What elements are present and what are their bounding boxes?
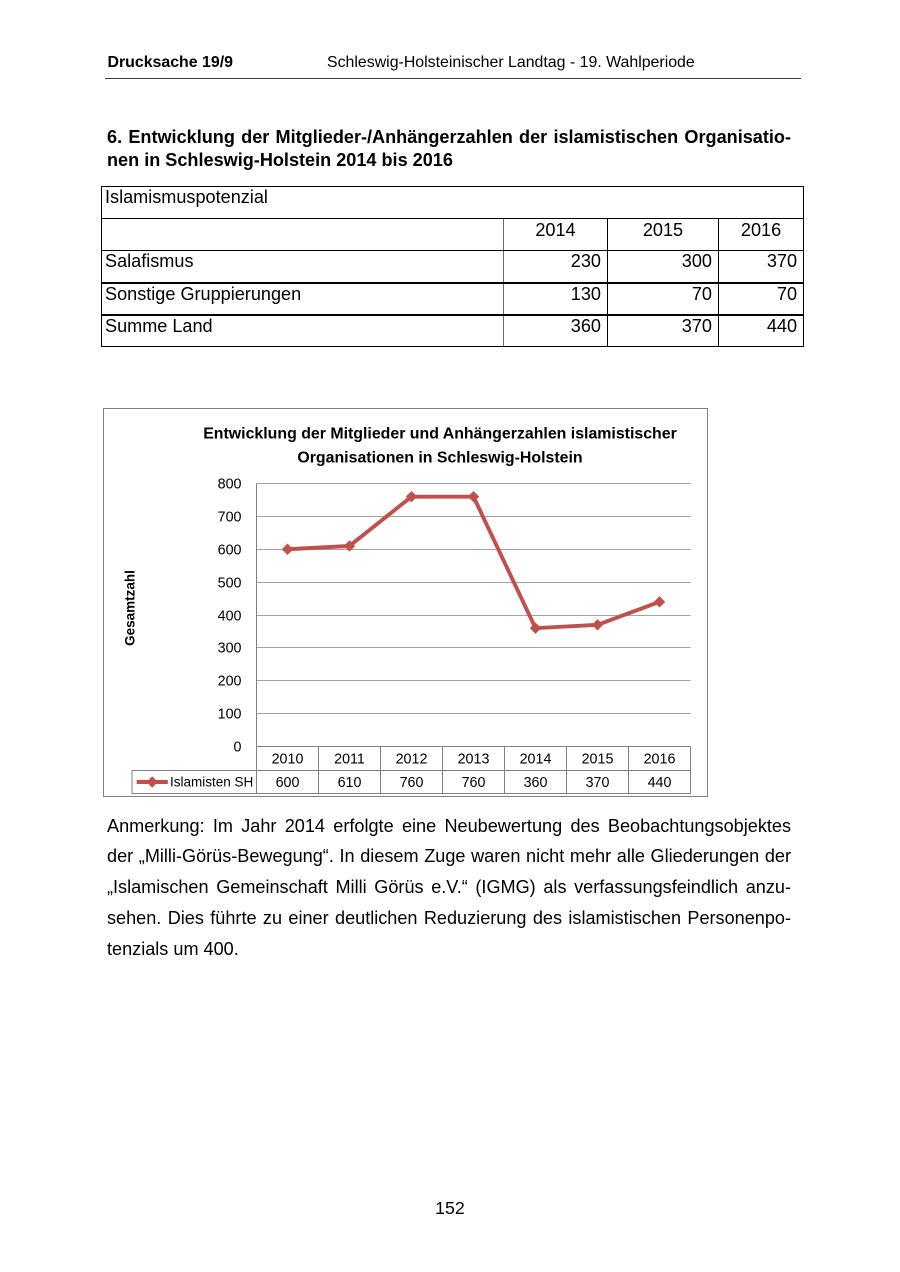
svg-text:2010: 2010 xyxy=(272,752,304,768)
svg-text:2012: 2012 xyxy=(396,752,428,768)
svg-text:2011: 2011 xyxy=(334,752,365,768)
svg-text:Organisationen in Schleswig-Ho: Organisationen in Schleswig-Holstein xyxy=(297,450,582,467)
svg-text:760: 760 xyxy=(400,775,424,791)
svg-text:600: 600 xyxy=(276,775,300,791)
svg-text:Entwicklung der Mitglieder und: Entwicklung der Mitglieder und Anhängerz… xyxy=(203,426,677,443)
svg-text:2015: 2015 xyxy=(582,752,614,768)
svg-text:800: 800 xyxy=(218,477,242,493)
svg-text:440: 440 xyxy=(648,775,672,791)
svg-text:0: 0 xyxy=(234,740,242,756)
svg-text:2016: 2016 xyxy=(644,752,676,768)
svg-text:Islamisten SH: Islamisten SH xyxy=(170,775,253,790)
svg-text:2014: 2014 xyxy=(520,752,552,768)
svg-text:610: 610 xyxy=(338,775,362,791)
svg-text:370: 370 xyxy=(586,775,610,791)
svg-text:700: 700 xyxy=(218,510,242,526)
svg-text:760: 760 xyxy=(462,775,486,791)
svg-text:300: 300 xyxy=(218,641,242,657)
svg-text:500: 500 xyxy=(218,576,242,592)
svg-text:360: 360 xyxy=(524,775,548,791)
svg-text:Gesamtzahl: Gesamtzahl xyxy=(123,570,138,646)
svg-text:600: 600 xyxy=(218,543,242,559)
svg-text:400: 400 xyxy=(218,609,242,625)
svg-text:200: 200 xyxy=(218,674,242,690)
svg-text:100: 100 xyxy=(218,707,242,723)
svg-text:2013: 2013 xyxy=(458,752,490,768)
